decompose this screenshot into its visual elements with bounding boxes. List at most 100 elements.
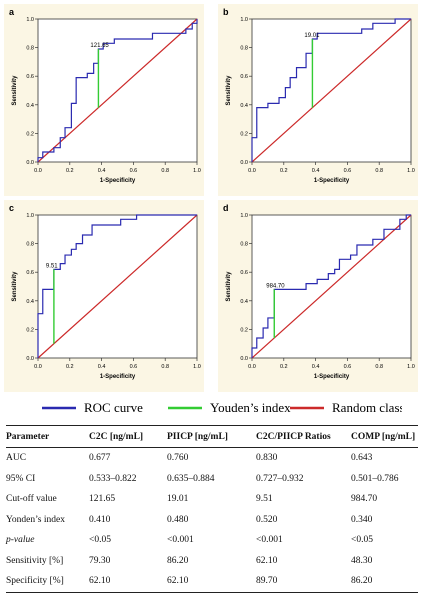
x-tick-label: 0.0 [34,168,42,174]
y-tick-label: 0.0 [26,356,34,362]
x-tick-label: 0.8 [375,364,383,370]
row-label: 95% CI [6,473,36,484]
y-tick-label: 1.0 [240,17,248,23]
y-tick-label: 0.8 [26,46,34,52]
row-value: 0.677 [89,453,111,464]
x-tick-label: 0.8 [375,168,383,174]
x-tick-label: 0.4 [312,364,320,370]
x-tick-label: 0.0 [248,168,256,174]
y-axis-label: Sensitivity [226,75,232,106]
row-value: 9.51 [256,494,273,505]
x-tick-label: 0.6 [130,168,138,174]
y-tick-label: 0.4 [240,299,248,305]
panel-label: d [223,203,229,213]
x-tick-label: 0.6 [344,364,352,370]
x-tick-label: 0.8 [161,168,169,174]
x-axis-label: 1-Specificity [100,374,136,380]
row-value: 0.727–0.932 [256,473,304,484]
y-tick-label: 0.2 [26,327,34,333]
row-value: 0.643 [351,453,373,464]
x-axis-label: 1-Specificity [314,178,350,184]
header-c2c: C2C [ng/mL] [89,425,167,448]
roc-chart-a: a 0.00.0 0.2 0.2 0.4 0.4 0.6 0.6 0.8 0.8 1.0 1.0 1-S… [4,4,204,196]
y-tick-label: 1.0 [26,213,34,219]
row-value: 984.70 [351,494,378,505]
row-value: 0.501–0.786 [351,473,399,484]
panel-label: c [9,203,14,213]
y-tick-label: 0.8 [240,46,248,52]
x-tick-label: 1.0 [407,168,415,174]
y-tick-label: 0.0 [26,160,34,166]
row-value: 19.01 [167,494,189,505]
y-tick-label: 0.6 [240,74,248,80]
row-value: 62.10 [256,555,278,566]
header-parameter: Parameter [6,425,89,448]
youden-cutoff-label: 9.51 [46,263,58,269]
row-value: 62.10 [89,571,167,593]
x-tick-label: 1.0 [193,364,201,370]
y-tick-label: 0.6 [240,270,248,276]
table-row: Yonden’s index 0.410 0.480 0.520 0.340 [6,510,418,531]
row-value: 0.480 [167,514,189,525]
legend-random-label: Random classifier [332,400,402,415]
legend-youden-label: Youden’s index [210,400,291,415]
row-value: 62.10 [167,571,256,593]
panel-label: b [223,7,229,17]
row-label: Specificity [%] [6,571,89,593]
row-value: <0.001 [167,535,194,546]
table-row: AUC 0.677 0.760 0.830 0.643 [6,448,418,469]
y-tick-label: 0.0 [240,160,248,166]
roc-chart-d: d 0.00.0 0.2 0.2 0.4 0.4 0.6 0.6 0.8 0.8 1.0 1.0 1-S… [218,200,418,392]
roc-curve [37,214,197,358]
x-tick-label: 0.2 [280,364,288,370]
y-tick-label: 0.4 [26,103,34,109]
y-tick-label: 0.2 [240,131,248,137]
roc-statistics-table: Parameter C2C [ng/mL] PIICP [ng/mL] C2C/… [6,425,418,593]
table-row: 95% CI 0.533–0.822 0.635–0.884 0.727–0.932 0… [6,469,418,490]
row-value: <0.001 [256,535,283,546]
table-row: Cut-off value 121.65 19.01 9.51 984.70 [6,489,418,510]
row-value: 86.20 [351,571,418,593]
row-label: Yonden’s index [6,514,65,525]
table-row: p-value <0.05 <0.001 <0.001 <0.05 [6,530,418,551]
roc-curve [37,19,198,162]
x-tick-label: 0.0 [34,364,42,370]
y-tick-label: 0.2 [26,131,34,137]
row-label: p-value [6,535,35,546]
row-label: Sensitivity [%] [6,555,64,566]
table-header-row: Parameter C2C [ng/mL] PIICP [ng/mL] C2C/… [6,425,418,448]
row-value: 48.30 [351,555,373,566]
x-tick-label: 0.6 [344,168,352,174]
row-value: 79.30 [89,555,111,566]
random-classifier-line [37,214,198,359]
youden-cutoff-label: 121.65 [90,43,109,49]
x-axis-label: 1-Specificity [100,178,136,184]
panel-label: a [9,7,15,17]
y-tick-label: 0.4 [26,299,34,305]
roc-chart-c: c 0.00.0 0.2 0.2 0.4 0.4 0.6 0.6 0.8 0.8 1.0 1.0 1-S… [4,200,204,392]
random-classifier-line [251,18,412,163]
header-piicp: PIICP [ng/mL] [167,425,256,448]
y-tick-label: 0.8 [26,242,34,248]
table-row: Specificity [%] 62.10 62.10 89.70 86.20 [6,571,418,593]
row-value: 0.340 [351,514,373,525]
youden-cutoff-label: 19.01 [304,33,320,39]
table-row: Sensitivity [%] 79.30 86.20 62.10 48.30 [6,551,418,572]
x-tick-label: 0.6 [130,364,138,370]
y-tick-label: 0.6 [26,74,34,80]
x-tick-label: 0.8 [161,364,169,370]
y-tick-label: 0.4 [240,103,248,109]
row-label: Cut-off value [6,494,57,505]
y-tick-label: 0.0 [240,356,248,362]
chart-legend: ROC curve Youden’s index Random classifi… [42,400,402,415]
row-value: 0.533–0.822 [89,473,137,484]
y-axis-label: Sensitivity [226,271,232,302]
x-tick-label: 0.2 [66,364,74,370]
row-value: 0.520 [256,514,278,525]
legend-roc-label: ROC curve [84,400,143,415]
x-tick-label: 0.4 [98,168,106,174]
x-tick-label: 1.0 [193,168,201,174]
row-value: 86.20 [167,555,189,566]
x-tick-label: 1.0 [407,364,415,370]
y-tick-label: 0.8 [240,242,248,248]
